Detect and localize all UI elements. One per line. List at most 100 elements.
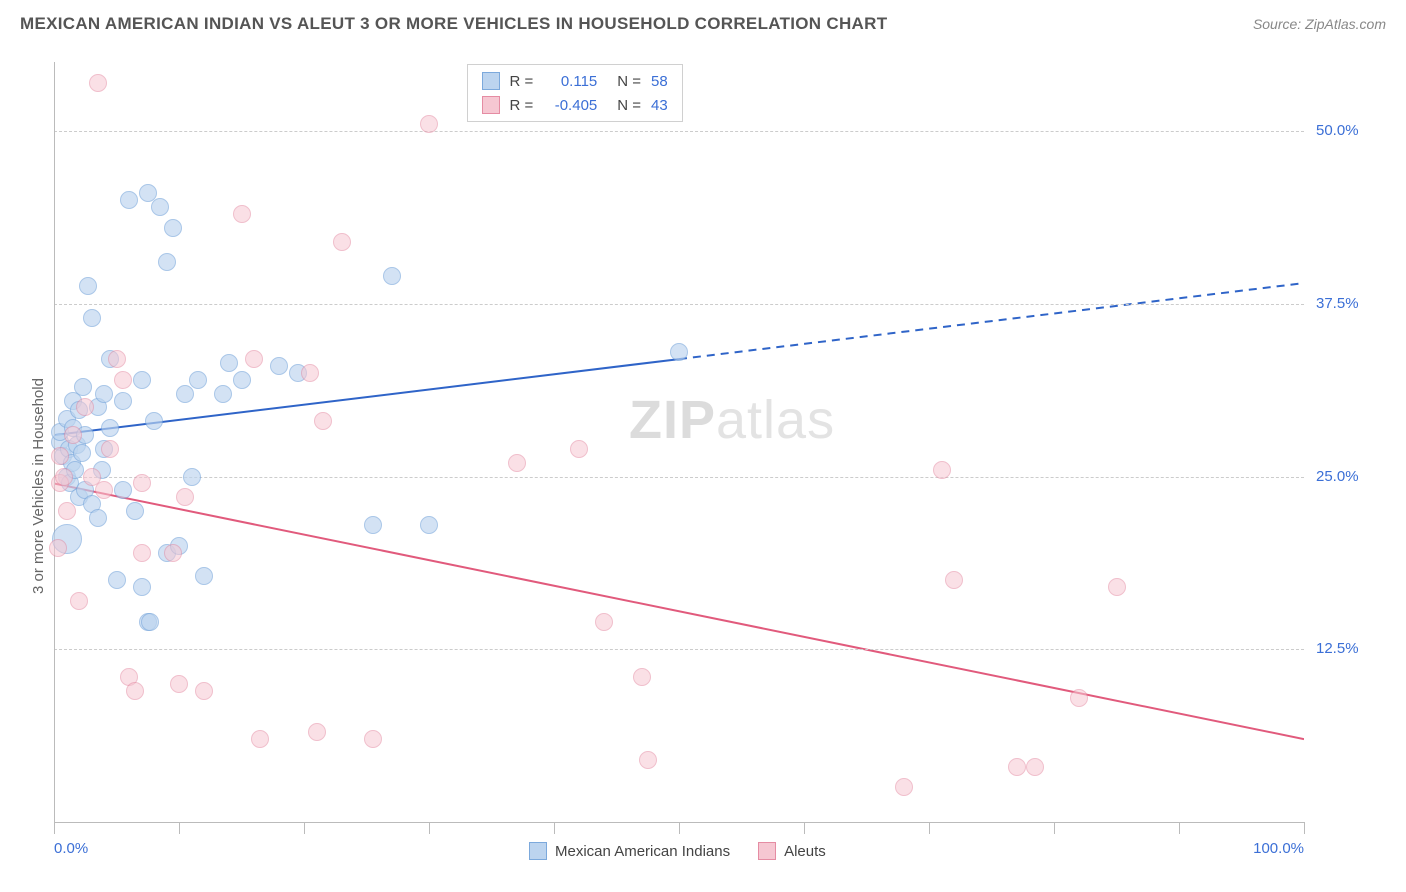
legend-row: R = 0.115 N = 58 — [482, 69, 668, 93]
data-point-aleuts — [314, 412, 332, 430]
data-point-aleuts — [114, 371, 132, 389]
legend-item: Aleuts — [758, 842, 826, 860]
data-point-mexican_american_indians — [126, 502, 144, 520]
data-point-aleuts — [1108, 578, 1126, 596]
data-point-mexican_american_indians — [83, 309, 101, 327]
gridline — [54, 304, 1304, 305]
legend-series-label: Aleuts — [784, 843, 826, 860]
data-point-aleuts — [945, 571, 963, 589]
data-point-aleuts — [126, 682, 144, 700]
data-point-aleuts — [301, 364, 319, 382]
y-tick-label: 50.0% — [1316, 122, 1359, 139]
data-point-mexican_american_indians — [364, 516, 382, 534]
data-point-mexican_american_indians — [89, 509, 107, 527]
data-point-mexican_american_indians — [420, 516, 438, 534]
legend-series-label: Mexican American Indians — [555, 843, 730, 860]
gridline — [54, 649, 1304, 650]
data-point-aleuts — [49, 539, 67, 557]
x-tick — [679, 822, 680, 834]
data-point-aleuts — [245, 350, 263, 368]
legend-n-value: 43 — [651, 97, 668, 114]
legend-row: R = -0.405 N = 43 — [482, 93, 668, 117]
legend-r-value: 0.115 — [543, 73, 597, 90]
trend-line-aleuts — [54, 483, 1304, 739]
data-point-mexican_american_indians — [145, 412, 163, 430]
data-point-aleuts — [58, 502, 76, 520]
data-point-mexican_american_indians — [133, 578, 151, 596]
data-point-mexican_american_indians — [133, 371, 151, 389]
gridline — [54, 477, 1304, 478]
y-axis-label: 3 or more Vehicles in Household — [30, 378, 47, 594]
legend-r-label: R = — [510, 97, 534, 114]
x-tick — [554, 822, 555, 834]
data-point-aleuts — [233, 205, 251, 223]
data-point-mexican_american_indians — [120, 191, 138, 209]
data-point-mexican_american_indians — [141, 613, 159, 631]
data-point-aleuts — [570, 440, 588, 458]
data-point-aleuts — [89, 74, 107, 92]
legend-item: Mexican American Indians — [529, 842, 730, 860]
data-point-aleuts — [333, 233, 351, 251]
legend-n-value: 58 — [651, 73, 668, 90]
data-point-mexican_american_indians — [151, 198, 169, 216]
x-tick — [1054, 822, 1055, 834]
x-tick — [54, 822, 55, 834]
legend-series: Mexican American Indians Aleuts — [529, 842, 826, 860]
chart-header: MEXICAN AMERICAN INDIAN VS ALEUT 3 OR MO… — [0, 0, 1406, 48]
data-point-aleuts — [133, 474, 151, 492]
y-tick-label: 12.5% — [1316, 640, 1359, 657]
data-point-mexican_american_indians — [176, 385, 194, 403]
data-point-mexican_american_indians — [95, 385, 113, 403]
y-tick-label: 25.0% — [1316, 468, 1359, 485]
data-point-mexican_american_indians — [101, 419, 119, 437]
data-point-aleuts — [308, 723, 326, 741]
data-point-mexican_american_indians — [183, 468, 201, 486]
data-point-aleuts — [1008, 758, 1026, 776]
data-point-mexican_american_indians — [670, 343, 688, 361]
data-point-mexican_american_indians — [189, 371, 207, 389]
trend-line-dashed-mexican_american_indians — [679, 283, 1304, 359]
data-point-mexican_american_indians — [108, 571, 126, 589]
watermark: ZIPatlas — [629, 389, 835, 451]
data-point-aleuts — [55, 468, 73, 486]
x-tick-label: 100.0% — [1253, 840, 1304, 857]
x-tick — [929, 822, 930, 834]
data-point-aleuts — [1070, 689, 1088, 707]
data-point-mexican_american_indians — [79, 277, 97, 295]
data-point-mexican_american_indians — [220, 354, 238, 372]
data-point-aleuts — [633, 668, 651, 686]
data-point-aleuts — [101, 440, 119, 458]
data-point-aleuts — [51, 447, 69, 465]
data-point-mexican_american_indians — [214, 385, 232, 403]
legend-swatch — [758, 842, 776, 860]
data-point-aleuts — [933, 461, 951, 479]
data-point-aleuts — [95, 481, 113, 499]
legend-swatch — [482, 72, 500, 90]
legend-swatch — [482, 96, 500, 114]
x-tick — [304, 822, 305, 834]
data-point-mexican_american_indians — [73, 444, 91, 462]
legend-swatch — [529, 842, 547, 860]
watermark-bold: ZIP — [629, 390, 716, 450]
legend-r-label: R = — [510, 73, 534, 90]
data-point-mexican_american_indians — [270, 357, 288, 375]
legend-n-label: N = — [617, 97, 641, 114]
x-tick — [179, 822, 180, 834]
data-point-mexican_american_indians — [383, 267, 401, 285]
data-point-aleuts — [595, 613, 613, 631]
data-point-aleuts — [170, 675, 188, 693]
y-tick-label: 37.5% — [1316, 295, 1359, 312]
gridline — [54, 131, 1304, 132]
legend-r-value: -0.405 — [543, 97, 597, 114]
data-point-aleuts — [251, 730, 269, 748]
data-point-aleuts — [133, 544, 151, 562]
data-point-aleuts — [895, 778, 913, 796]
watermark-rest: atlas — [716, 390, 835, 450]
data-point-aleuts — [164, 544, 182, 562]
data-point-aleuts — [195, 682, 213, 700]
x-tick — [1304, 822, 1305, 834]
data-point-mexican_american_indians — [195, 567, 213, 585]
data-point-mexican_american_indians — [164, 219, 182, 237]
legend-n-label: N = — [617, 73, 641, 90]
data-point-aleuts — [1026, 758, 1044, 776]
